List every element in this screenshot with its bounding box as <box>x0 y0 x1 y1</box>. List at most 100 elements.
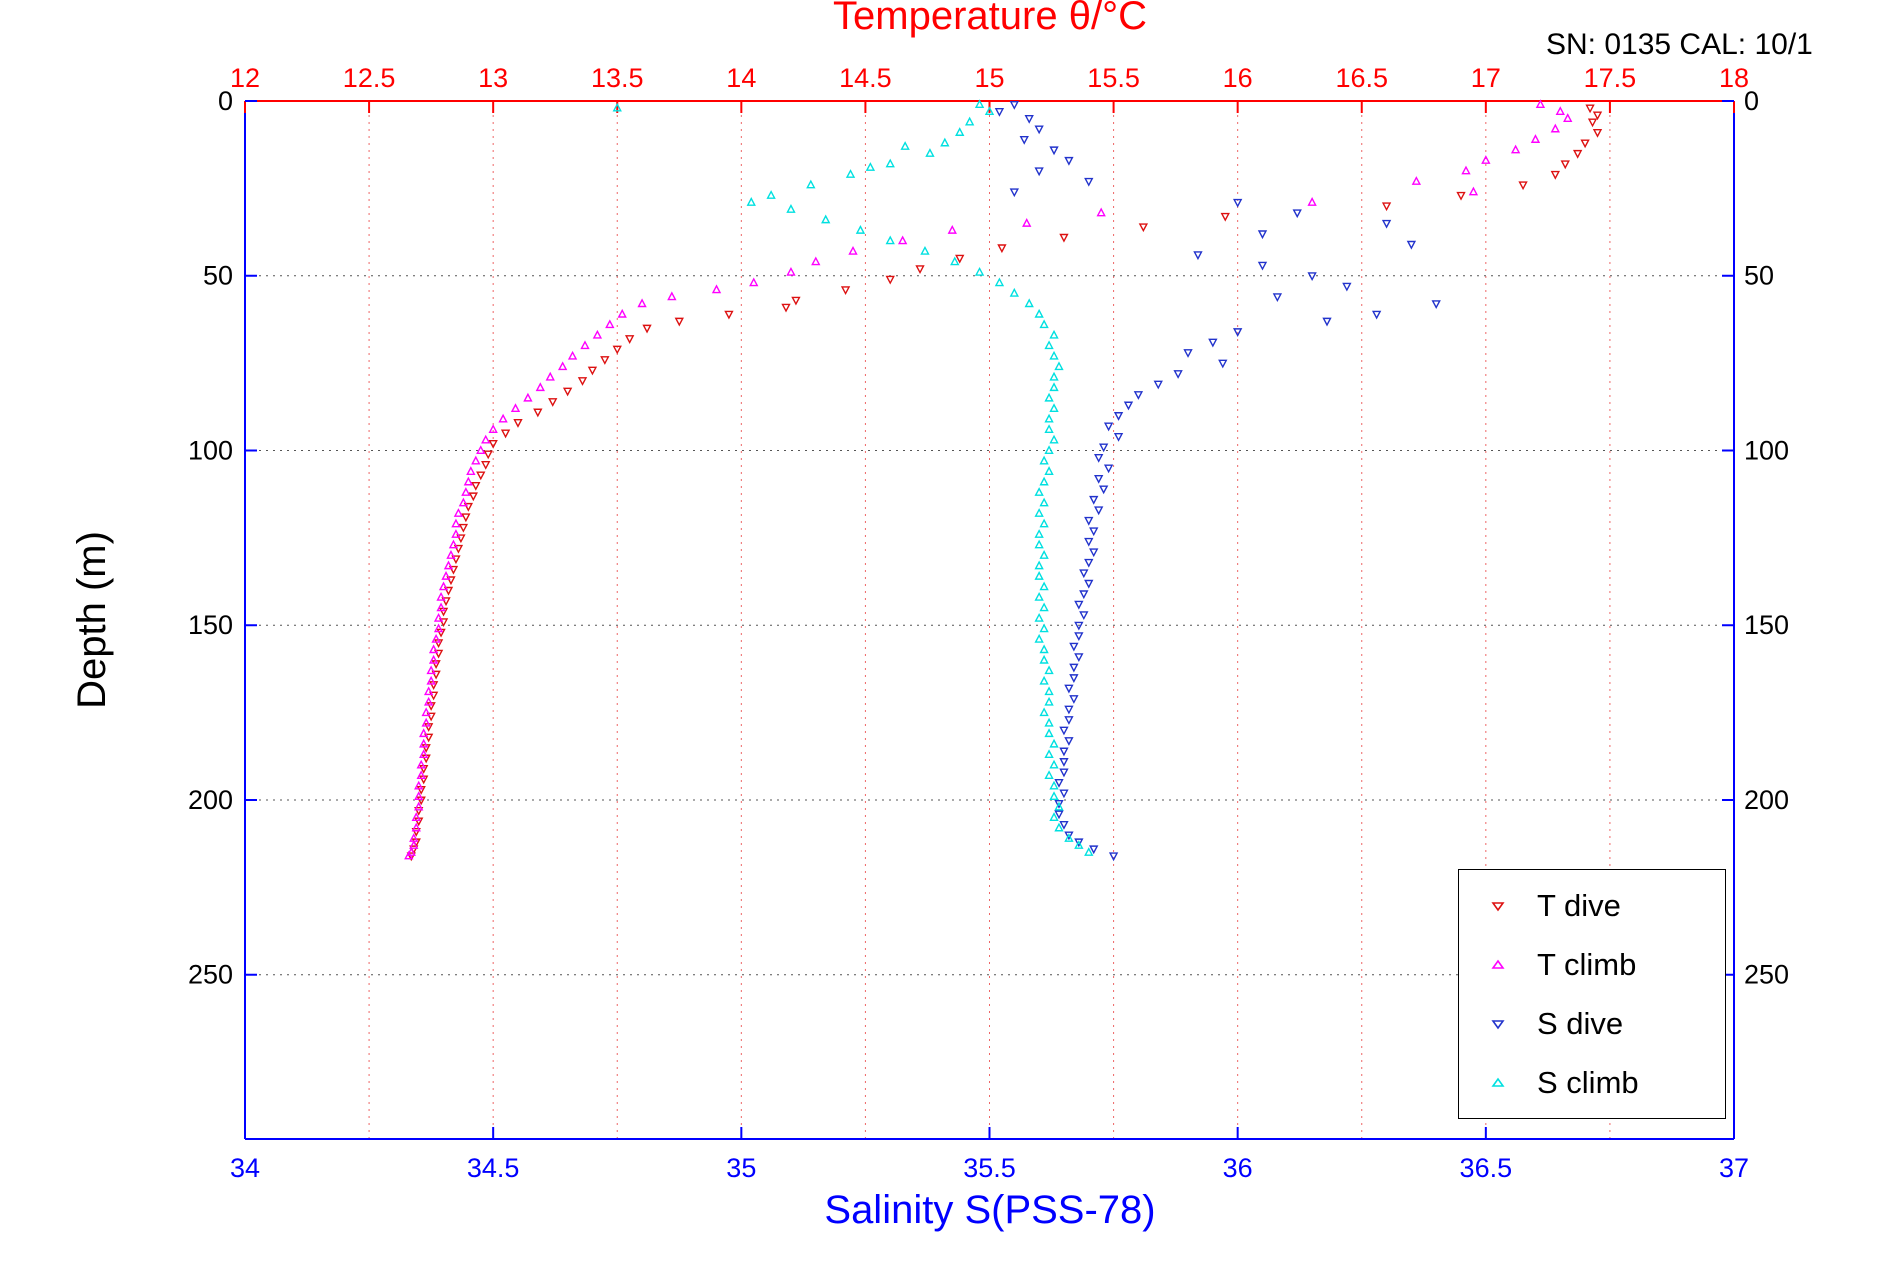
data-point <box>1069 674 1079 683</box>
temp-tick-label: 17 <box>1471 63 1501 93</box>
data-point <box>1049 403 1059 413</box>
tick-labels: 12 12.5 13 13.5 14 14.5 15 15.5 16 16.5 17 17.5 18 34… <box>188 63 1789 1183</box>
data-point <box>1064 833 1074 842</box>
temp-tick-label: 15 <box>974 63 1004 93</box>
data-point <box>1592 128 1603 138</box>
data-point <box>1113 412 1124 421</box>
data-point <box>1064 705 1074 715</box>
data-point <box>1074 632 1084 642</box>
data-point <box>1563 113 1573 122</box>
data-point <box>414 806 424 816</box>
data-point <box>1034 125 1044 135</box>
data-point <box>406 852 416 862</box>
data-point <box>458 497 469 507</box>
data-point <box>1530 134 1541 143</box>
data-point <box>1411 176 1422 185</box>
data-point <box>577 377 588 386</box>
series-s-dive <box>994 100 1441 862</box>
data-point <box>1059 758 1069 767</box>
data-point <box>476 471 486 481</box>
legend-item-t-dive: T dive <box>1459 878 1725 934</box>
data-point <box>1039 476 1049 486</box>
data-point <box>791 296 801 306</box>
depth-tick-label: 200 <box>188 785 233 815</box>
data-point <box>431 670 441 680</box>
data-point <box>947 225 957 234</box>
data-point <box>1064 684 1074 694</box>
data-point <box>562 387 573 397</box>
temp-tick-label: 14 <box>726 63 756 93</box>
data-point <box>1233 328 1243 337</box>
data-point <box>1550 170 1560 180</box>
data-point <box>994 107 1005 117</box>
data-point <box>1049 329 1059 339</box>
data-point <box>446 550 456 559</box>
data-point <box>605 319 615 329</box>
data-point <box>1587 118 1598 128</box>
data-point <box>1089 548 1099 558</box>
data-point <box>1084 847 1094 856</box>
depth-tick-label: 100 <box>188 435 233 465</box>
data-point <box>441 597 451 607</box>
data-point <box>1468 186 1479 196</box>
data-point <box>1307 272 1317 282</box>
data-point <box>1074 621 1084 631</box>
depth-tick-label-right: 0 <box>1744 86 1759 116</box>
data-point <box>1044 424 1054 434</box>
data-point <box>1173 370 1183 379</box>
data-point <box>433 623 444 633</box>
data-point <box>1461 165 1471 175</box>
s-climb-marker-icon <box>1459 1074 1537 1092</box>
data-point <box>900 141 910 150</box>
data-point <box>1406 240 1417 250</box>
data-point <box>414 791 424 800</box>
data-point <box>1069 663 1079 673</box>
legend-item-s-climb: S climb <box>1459 1055 1725 1111</box>
data-point <box>1059 789 1069 799</box>
depth-tick-label: 250 <box>188 960 233 990</box>
data-point <box>786 204 796 213</box>
data-point <box>419 728 429 738</box>
depth-tick-label: 150 <box>188 610 233 640</box>
data-point <box>453 544 464 554</box>
temp-tick-label: 14.5 <box>839 63 892 93</box>
data-point <box>1108 852 1119 862</box>
temp-tick-label: 12.5 <box>343 63 396 93</box>
data-point <box>1059 768 1069 778</box>
data-point <box>1054 801 1064 811</box>
legend-item-s-dive: S dive <box>1459 996 1725 1052</box>
t-climb-marker-icon <box>1459 956 1537 974</box>
data-point <box>411 812 421 821</box>
data-point <box>1034 591 1044 601</box>
data-point <box>1034 308 1044 318</box>
data-point <box>1059 233 1069 243</box>
data-point <box>456 534 466 544</box>
data-point <box>513 419 523 428</box>
data-point <box>1555 106 1565 115</box>
data-point <box>1098 485 1109 495</box>
data-point <box>416 759 426 769</box>
data-point <box>423 686 434 696</box>
data-point <box>1074 600 1084 610</box>
data-point <box>1034 633 1044 643</box>
data-point <box>1049 350 1059 360</box>
data-point <box>1096 207 1106 217</box>
data-point <box>1054 361 1064 371</box>
data-point <box>1054 810 1064 820</box>
data-point <box>1084 177 1094 187</box>
data-point <box>885 275 895 285</box>
data-point <box>1456 191 1466 201</box>
data-point <box>1024 114 1034 124</box>
data-point <box>481 434 491 444</box>
series-s-climb <box>612 99 1094 856</box>
salinity-tick-label: 35.5 <box>963 1153 1016 1183</box>
salinity-tick-label: 36.5 <box>1460 1153 1513 1183</box>
data-point <box>1064 156 1074 166</box>
data-point <box>624 335 635 344</box>
data-point <box>1580 139 1590 149</box>
data-point <box>423 696 434 706</box>
data-point <box>471 481 481 491</box>
data-point <box>1009 100 1019 110</box>
data-point <box>915 265 925 275</box>
depth-tick-label-right: 250 <box>1744 960 1789 990</box>
